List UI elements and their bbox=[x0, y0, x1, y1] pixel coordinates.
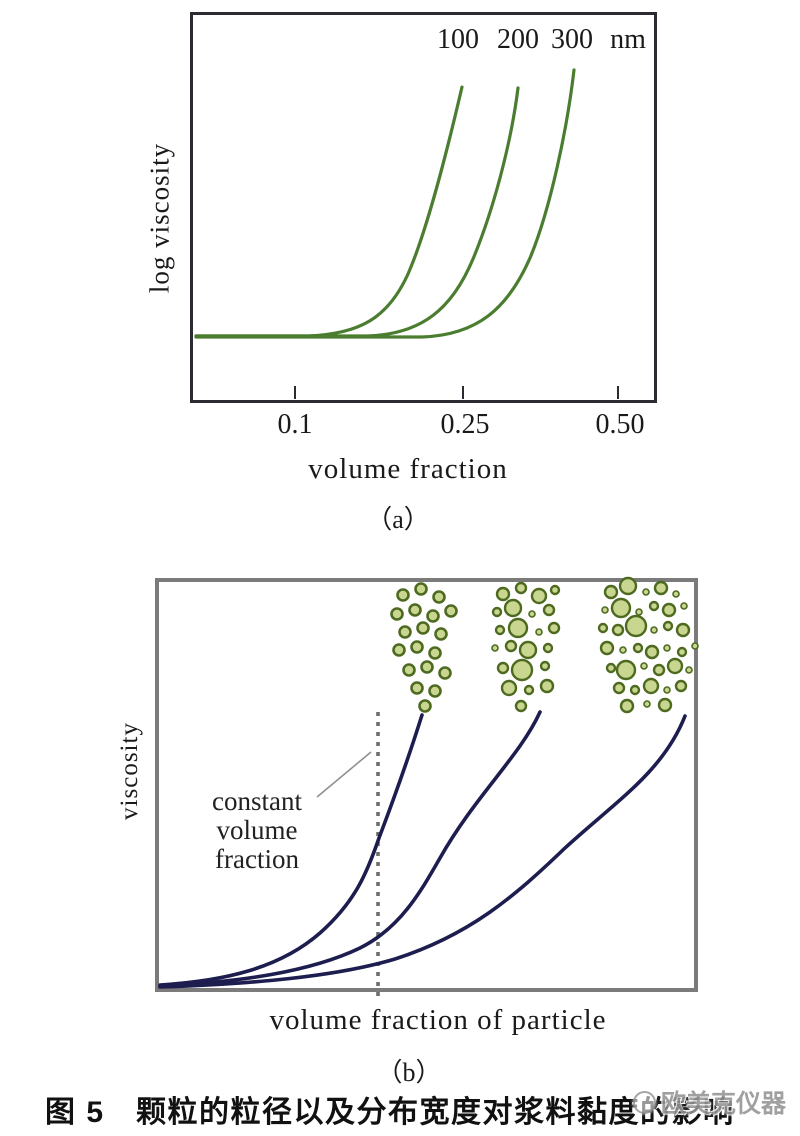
curve-intermediate-distribution bbox=[158, 710, 542, 988]
constant-volume-fraction-annotation: constant volume fraction bbox=[212, 786, 302, 874]
curve-broad-distribution bbox=[158, 714, 687, 989]
watermark-text: 欧美克仪器 bbox=[661, 1090, 787, 1118]
curve-300nm bbox=[194, 68, 576, 339]
legend-100: 100 bbox=[437, 24, 479, 55]
chart-a-frame bbox=[190, 12, 657, 403]
particle-cluster-uniform bbox=[390, 582, 458, 713]
chart-b-y-axis-label: viscosity bbox=[116, 722, 143, 820]
chart-a-y-axis-label: log viscosity bbox=[144, 142, 175, 294]
chart-a-tick-0.1: 0.1 bbox=[277, 409, 313, 440]
chart-a-panel-label: （a） bbox=[366, 505, 430, 534]
particle-cluster-broad bbox=[597, 576, 699, 714]
chart-a-plot bbox=[190, 12, 657, 403]
chart-b-x-axis-label: volume fraction of particle bbox=[269, 1004, 607, 1036]
legend-300: 300 bbox=[551, 24, 593, 55]
chart-b-plot bbox=[155, 576, 699, 1001]
figure-caption: 图 5 颗粒的粒径以及分布宽度对浆料黏度的影响 bbox=[45, 1096, 735, 1129]
chart-a-x-ticks bbox=[294, 386, 619, 399]
chart-a-x-axis-label: volume fraction bbox=[308, 453, 508, 485]
chart-b-curves bbox=[158, 710, 687, 989]
annotation-leader-line bbox=[316, 751, 372, 798]
watermark: 欧美克仪器 bbox=[633, 1084, 786, 1120]
curve-100nm bbox=[194, 85, 464, 338]
legend-unit-nm: nm bbox=[610, 24, 646, 55]
watermark-logo-icon bbox=[633, 1090, 656, 1114]
chart-b-frame bbox=[155, 578, 698, 992]
particle-cluster-intermediate bbox=[491, 581, 561, 713]
curve-narrow-distribution bbox=[158, 713, 424, 987]
chart-a-tick-0.50: 0.50 bbox=[595, 409, 645, 440]
chart-a-curves bbox=[194, 68, 576, 339]
chart-a-tick-0.25: 0.25 bbox=[440, 409, 490, 440]
legend-200: 200 bbox=[497, 24, 539, 55]
curve-200nm bbox=[194, 86, 520, 338]
chart-b-panel-label: （b） bbox=[376, 1058, 442, 1087]
